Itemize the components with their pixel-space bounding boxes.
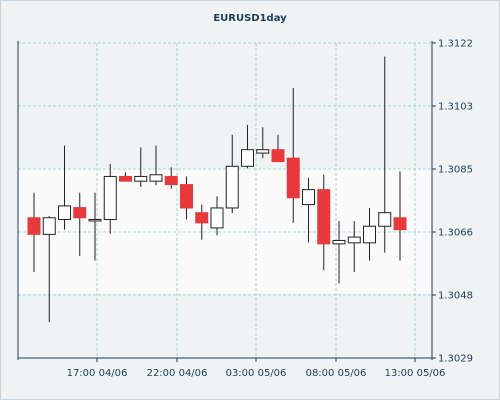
candle-body-down (286, 157, 300, 199)
x-tick-labels: 17:00 04/06 22:00 04/06 03:00 05/06 08:00 0… (67, 358, 446, 379)
candle (210, 196, 224, 236)
candles (27, 56, 407, 323)
candle (332, 221, 346, 284)
y-tick-label: 1.3048 (438, 291, 473, 302)
candle-body-down (317, 189, 331, 245)
candle (256, 127, 270, 159)
candle-body-down (393, 217, 407, 231)
candle (58, 145, 71, 230)
candle (119, 172, 132, 182)
y-tick-label: 1.3029 (438, 354, 473, 365)
candle (363, 207, 376, 261)
candle-body-up (332, 239, 346, 245)
candle-body-down (119, 175, 132, 182)
candle-body-down (73, 207, 87, 219)
candle (317, 174, 331, 271)
candle-body-up (241, 149, 254, 167)
candle-body-up (210, 207, 224, 229)
candle-body-up (256, 149, 270, 154)
candle-body-up (58, 205, 71, 220)
candle (271, 134, 285, 163)
candle-body-up (149, 174, 163, 182)
candle (286, 88, 300, 223)
candle-body-down (27, 217, 41, 235)
candle (347, 221, 361, 272)
x-tick-label: 17:00 04/06 (67, 368, 128, 379)
y-tick-labels: 1.3122 1.3103 1.3085 1.3066 1.3048 1.3029 (432, 39, 473, 365)
candle-body-down (271, 149, 285, 163)
candle (393, 171, 407, 261)
candle-body-up (225, 165, 239, 209)
candle (378, 56, 392, 253)
candle (88, 192, 102, 261)
x-tick-label: 03:00 05/06 (226, 368, 287, 379)
x-tick-label: 22:00 04/06 (147, 368, 208, 379)
candle (149, 145, 163, 186)
candle (42, 216, 56, 323)
candle-body-up (134, 175, 148, 182)
y-tick-label: 1.3122 (438, 39, 473, 50)
candle (180, 176, 193, 220)
y-tick-label: 1.3085 (438, 165, 473, 176)
x-tick-label: 08:00 05/06 (306, 368, 367, 379)
candle (302, 177, 315, 243)
candle (73, 192, 87, 257)
candle-body-down (195, 212, 209, 224)
y-tick-label: 1.3066 (438, 228, 473, 239)
axes (17, 41, 433, 360)
x-tick-label: 13:00 05/06 (385, 368, 446, 379)
candle (241, 124, 254, 169)
candle (164, 167, 178, 189)
candle (27, 192, 41, 272)
candle-body-up (302, 189, 315, 206)
candle (225, 134, 239, 214)
candle-body-up (103, 175, 117, 220)
y-tick-label: 1.3103 (438, 102, 473, 113)
candle-body-down (164, 175, 178, 186)
candle-body-up (363, 225, 376, 244)
candle (134, 147, 148, 187)
candle-body-up (42, 217, 56, 235)
candle (195, 204, 209, 240)
candle (103, 163, 117, 234)
candle-body-down (180, 184, 193, 209)
candle-body-up (88, 218, 102, 222)
candle-body-up (378, 212, 392, 227)
candle-body-up (347, 236, 361, 244)
chart-title: EURUSD1day (213, 13, 287, 24)
